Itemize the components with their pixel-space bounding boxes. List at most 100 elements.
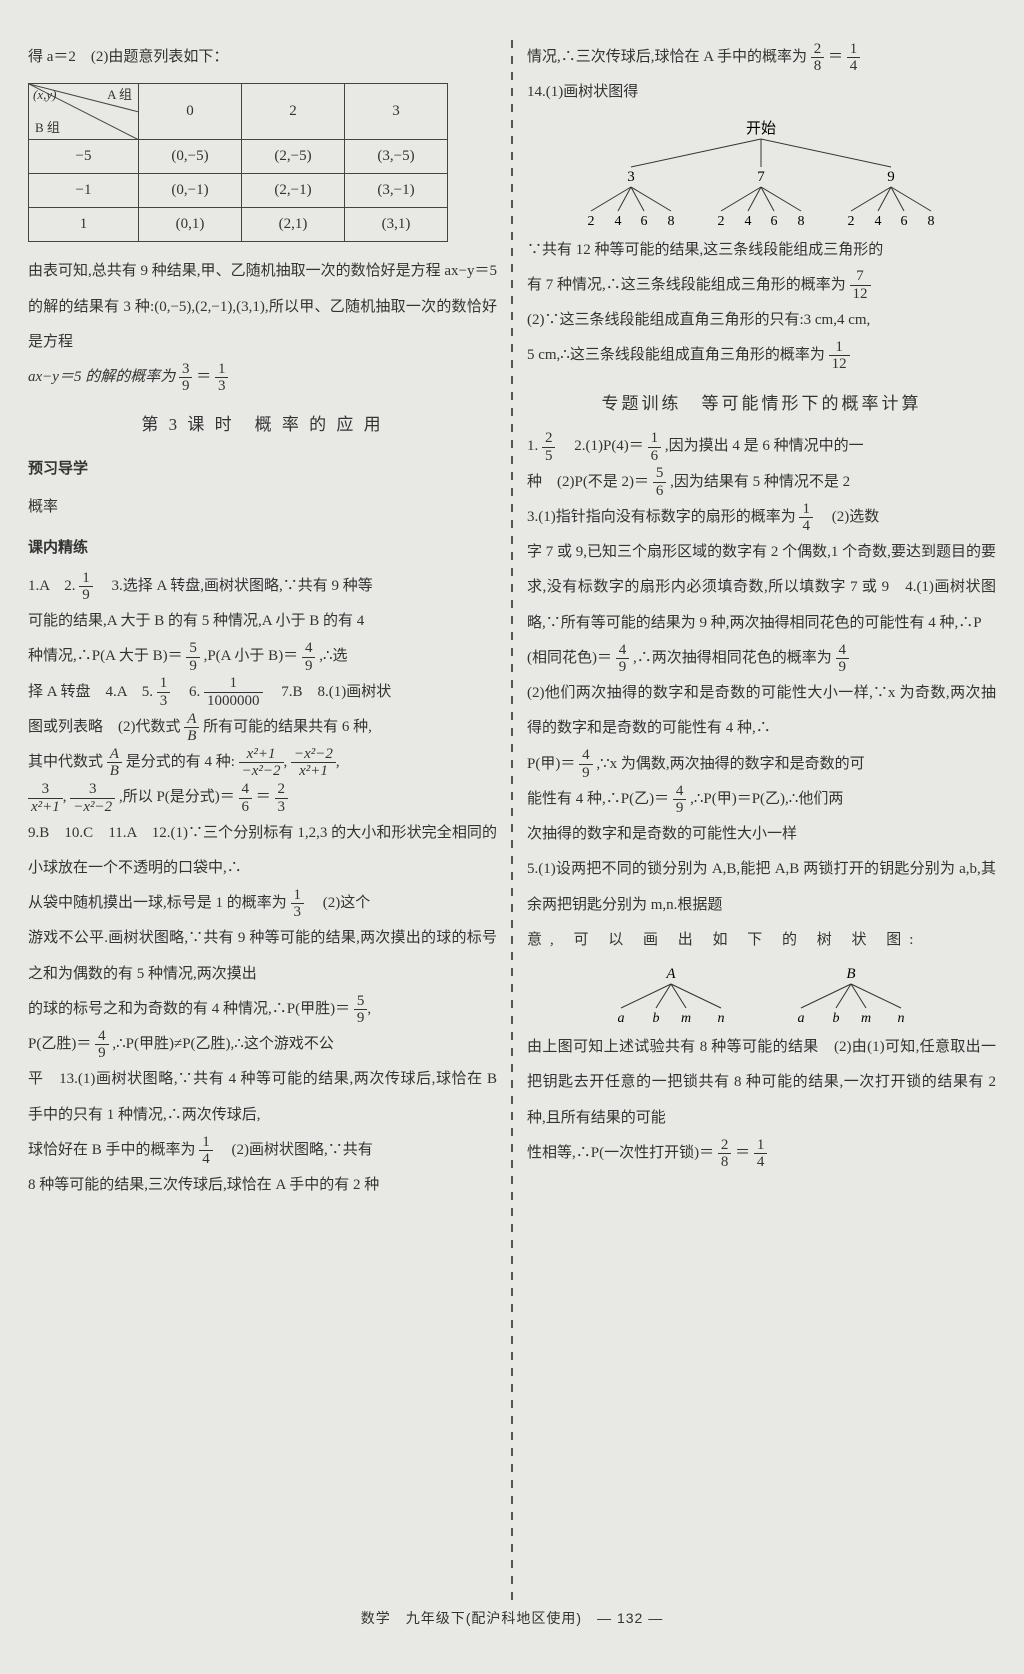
text: 所有可能的结果共有 6 种,: [203, 719, 372, 735]
fraction: 14: [847, 41, 861, 75]
text: 6.: [174, 684, 200, 700]
tree-l2: 6: [771, 214, 778, 227]
text: 7.B 8.(1)画树状: [266, 684, 391, 700]
fraction: 59: [186, 640, 200, 674]
zt-l1: 1. 25 2.(1)P(4)＝ 16 ,因为摸出 4 是 6 种情况中的一: [527, 429, 996, 464]
diag-top: A 组: [107, 86, 132, 104]
text: (相同花色)＝: [527, 650, 612, 666]
zt-q4-l1: (相同花色)＝ 49 ,∴两次抽得相同花色的概率为 49: [527, 641, 996, 676]
fraction: 49: [836, 642, 850, 676]
col-header: 3: [345, 84, 448, 140]
table-row: −5 (0,−5) (2,−5) (3,−5): [29, 140, 448, 174]
q14-l5: 5 cm,∴这三条线段能组成直角三角形的概率为 112: [527, 338, 996, 373]
fraction: 13: [215, 361, 229, 395]
tree-l2: m: [681, 1011, 691, 1024]
q8-l2: 图或列表略 (2)代数式 AB 所有可能的结果共有 6 种,: [28, 710, 497, 745]
text: ,P(A 小于 B)＝: [204, 648, 299, 664]
intro-line: 得 a＝2 (2)由题意列表如下：: [28, 40, 497, 75]
tree-l2: n: [718, 1011, 725, 1024]
fraction: 3−x²−2: [70, 781, 115, 815]
fraction: AB: [184, 711, 199, 745]
text: 是分式的有 4 种:: [126, 754, 235, 770]
q14-l2: ∵共有 12 种等可能的结果,这三条线段能组成三角形的: [527, 233, 996, 268]
tree-l2: 4: [875, 214, 882, 227]
q12-l3: 从袋中随机摸出一球,标号是 1 的概率为 13 (2)这个: [28, 886, 497, 921]
fraction: 25: [542, 430, 556, 464]
fraction: 16: [648, 430, 662, 464]
tree-l2: 4: [615, 214, 622, 227]
q14-head: 14.(1)画树状图得: [527, 75, 996, 110]
fraction: 49: [616, 642, 630, 676]
q14-l3: 有 7 种情况,∴这三条线段能组成三角形的概率为 712: [527, 268, 996, 303]
tree-l2: 8: [928, 214, 935, 227]
text: 种情况,∴P(A 大于 B)＝: [28, 648, 183, 664]
right-column: 情况,∴三次传球后,球恰在 A 手中的概率为 28 ＝ 14 14.(1)画树状…: [527, 40, 996, 1600]
fraction: 14: [199, 1134, 213, 1168]
zt-q4-l5: 能性有 4 种,∴P(乙)＝ 49 ,∴P(甲)＝P(乙),∴他们两: [527, 782, 996, 817]
text: 1.A 2.: [28, 578, 76, 594]
fraction: 19: [79, 570, 93, 604]
tree-l1: B: [847, 966, 856, 982]
cell: (0,−5): [139, 140, 242, 174]
table-row: 1 (0,1) (2,1) (3,1): [29, 208, 448, 242]
cont-l1: 情况,∴三次传球后,球恰在 A 手中的概率为 28 ＝ 14: [527, 40, 996, 75]
tree-l2: a: [798, 1011, 805, 1024]
cell: (0,1): [139, 208, 242, 242]
text: 2.(1)P(4)＝: [559, 438, 644, 454]
fraction: 712: [850, 268, 871, 302]
tree-l2: b: [653, 1011, 660, 1024]
q3-l2: 可能的结果,A 大于 B 的有 5 种情况,A 小于 B 的有 4: [28, 604, 497, 639]
fraction: 49: [302, 640, 316, 674]
tree-diagram-1: 开始 3 7 9 2 4 6 8 2 4 6 8 2 4 6 8: [541, 117, 981, 227]
q9-12: 9.B 10.C 11.A 12.(1)∵三个分别标有 1,2,3 的大小和形状…: [28, 816, 497, 887]
page-footer: 数学 九年级下(配沪科地区使用) — 132 —: [28, 1608, 996, 1628]
zt-q5-l3: 意, 可 以 画 出 如 下 的 树 状 图:: [527, 923, 996, 958]
fraction: 13: [291, 887, 305, 921]
text: ,因为结果有 5 种情况不是 2: [670, 474, 850, 490]
fraction: 56: [653, 465, 667, 499]
tree-l2: n: [898, 1011, 905, 1024]
zt-q3-l2: 字 7 或 9,已知三个扇形区域的数字有 2 个偶数,1 个奇数,要达到题目的要…: [527, 535, 996, 641]
tree-l2: 8: [668, 214, 675, 227]
tree-diagram-2: A B a b m n a b m n: [561, 964, 961, 1024]
zt-q4-l6: 次抽得的数字和是奇数的可能性大小一样: [527, 817, 996, 852]
section-3-title: 第 3 课 时 概 率 的 应 用: [28, 405, 497, 445]
text: 性相等,∴P(一次性打开锁)＝: [527, 1145, 714, 1161]
text: ,因为摸出 4 是 6 种情况中的一: [665, 438, 864, 454]
zt-q5-l1: 5.(1)设两把不同的锁分别为 A,B,能把 A,B 两锁打开的钥匙分别为 a,…: [527, 852, 996, 923]
cell: (3,−1): [345, 174, 448, 208]
fraction: 49: [95, 1028, 109, 1062]
zt-l2: 种 (2)P(不是 2)＝ 56 ,因为结果有 5 种情况不是 2: [527, 465, 996, 500]
tree-l2: 4: [745, 214, 752, 227]
fraction: 112: [829, 339, 850, 373]
gailv-text: 概率: [28, 490, 497, 525]
tree-l2: 2: [848, 214, 855, 227]
fraction: 39: [179, 361, 193, 395]
para-after-table: 由表可知,总共有 9 种结果,甲、乙随机抽取一次的数恰好是方程 ax−y＝5 的…: [28, 254, 497, 360]
tree-l2: b: [833, 1011, 840, 1024]
row-header: −1: [29, 174, 139, 208]
fraction: 28: [718, 1137, 732, 1171]
text: 的球的标号之和为奇数的有 4 种情况,∴P(甲胜)＝: [28, 1001, 350, 1017]
zt-q5-l4: 由上图可知上述试验共有 8 种等可能的结果 (2)由(1)可知,任意取出一把钥匙…: [527, 1030, 996, 1136]
text: 5 cm,∴这三条线段能组成直角三角形的概率为: [527, 347, 825, 363]
tree-root: 开始: [746, 120, 776, 137]
two-column-layout: 得 a＝2 (2)由题意列表如下： (x,y) A 组 B 组 0 2 3 −5…: [28, 40, 996, 1600]
cell: (0,−1): [139, 174, 242, 208]
q12-l7: P(乙胜)＝ 49 ,∴P(甲胜)≠P(乙胜),∴这个游戏不公: [28, 1027, 497, 1062]
text: 能性有 4 种,∴P(乙)＝: [527, 791, 669, 807]
left-column: 得 a＝2 (2)由题意列表如下： (x,y) A 组 B 组 0 2 3 −5…: [28, 40, 497, 1600]
table-row: −1 (0,−1) (2,−1) (3,−1): [29, 174, 448, 208]
tree-l2: 2: [718, 214, 725, 227]
text: 从袋中随机摸出一球,标号是 1 的概率为: [28, 895, 287, 911]
text: 3.选择 A 转盘,画树状图略,∵共有 9 种等: [97, 578, 373, 594]
q13-l1: 平 13.(1)画树状图略,∵共有 4 种等可能的结果,两次传球后,球恰在 B …: [28, 1062, 497, 1133]
row-header: −5: [29, 140, 139, 174]
q1-3: 1.A 2. 19 3.选择 A 转盘,画树状图略,∵共有 9 种等: [28, 569, 497, 604]
text: 种 (2)P(不是 2)＝: [527, 474, 649, 490]
fraction: 23: [275, 781, 289, 815]
tree-l1: 3: [628, 169, 636, 185]
zt-title: 专题训练 等可能情形下的概率计算: [527, 384, 996, 424]
fraction: 13: [157, 675, 171, 709]
yuxi-head: 预习导学: [28, 451, 497, 486]
